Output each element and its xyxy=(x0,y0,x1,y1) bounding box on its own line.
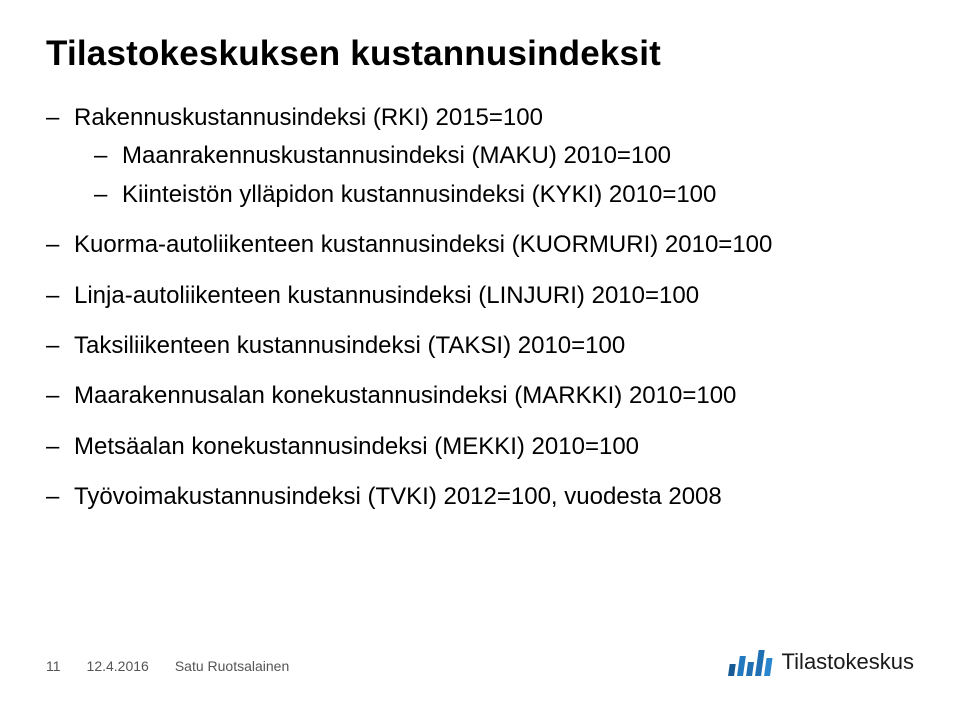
list-item-text: Työvoimakustannusindeksi (TVKI) 2012=100… xyxy=(74,483,722,510)
footer-author: Satu Ruotsalainen xyxy=(175,658,289,674)
sub-list: Maanrakennuskustannusindeksi (MAKU) 2010… xyxy=(74,140,914,211)
list-item: Metsäalan konekustannusindeksi (MEKKI) 2… xyxy=(74,431,914,463)
list-item-text: Maarakennusalan konekustannusindeksi (MA… xyxy=(74,382,736,409)
slide: Tilastokeskuksen kustannusindeksit Raken… xyxy=(0,0,960,702)
logo-bars-icon xyxy=(728,648,774,676)
logo: Tilastokeskus xyxy=(730,648,914,676)
footer: 11 12.4.2016 Satu Ruotsalainen xyxy=(46,658,289,674)
slide-title: Tilastokeskuksen kustannusindeksit xyxy=(46,34,914,74)
list-item-text: Metsäalan konekustannusindeksi (MEKKI) 2… xyxy=(74,433,639,460)
list-item: Työvoimakustannusindeksi (TVKI) 2012=100… xyxy=(74,481,914,513)
list-item: Kiinteistön ylläpidon kustannusindeksi (… xyxy=(122,179,914,211)
list-item: Taksiliikenteen kustannusindeksi (TAKSI)… xyxy=(74,330,914,362)
page-number: 11 xyxy=(46,658,61,674)
list-item-text: Taksiliikenteen kustannusindeksi (TAKSI)… xyxy=(74,332,625,359)
list-item: Linja-autoliikenteen kustannusindeksi (L… xyxy=(74,280,914,312)
bullet-list: Rakennuskustannusindeksi (RKI) 2015=100 … xyxy=(46,102,914,514)
list-item-text: Kuorma-autoliikenteen kustannusindeksi (… xyxy=(74,231,772,258)
list-item: Rakennuskustannusindeksi (RKI) 2015=100 … xyxy=(74,102,914,211)
list-item-text: Maanrakennuskustannusindeksi (MAKU) 2010… xyxy=(122,142,671,169)
list-item: Maanrakennuskustannusindeksi (MAKU) 2010… xyxy=(122,140,914,172)
list-item-text: Kiinteistön ylläpidon kustannusindeksi (… xyxy=(122,181,716,208)
logo-text: Tilastokeskus xyxy=(782,649,914,675)
list-item-text: Rakennuskustannusindeksi (RKI) 2015=100 xyxy=(74,104,543,131)
list-item-text: Linja-autoliikenteen kustannusindeksi (L… xyxy=(74,282,699,309)
footer-date: 12.4.2016 xyxy=(87,658,149,674)
list-item: Maarakennusalan konekustannusindeksi (MA… xyxy=(74,380,914,412)
list-item: Kuorma-autoliikenteen kustannusindeksi (… xyxy=(74,229,914,261)
